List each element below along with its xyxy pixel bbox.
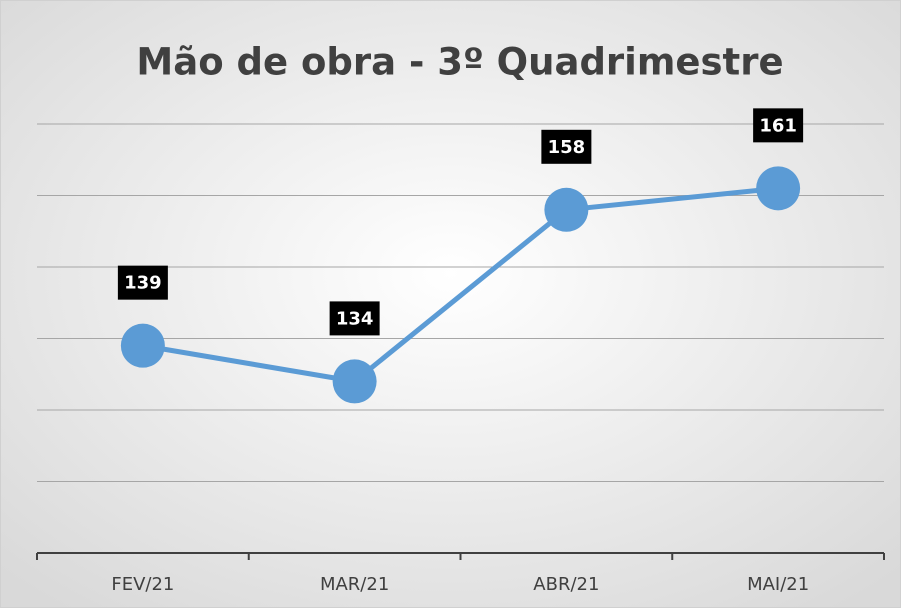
chart-title: Mão de obra - 3º Quadrimestre [136,41,783,84]
x-tick-label: FEV/21 [111,574,174,595]
data-label-box [117,265,168,300]
data-label-box [541,129,592,164]
data-label-box [329,301,380,336]
x-tick-label: MAR/21 [320,574,389,595]
data-point [544,187,589,232]
data-point [756,166,801,211]
data-label: 161 [759,115,797,136]
data-label: 158 [548,137,586,158]
x-tick-label: ABR/21 [533,574,599,595]
x-tick-label: MAI/21 [747,574,809,595]
data-label-box [753,108,804,143]
data-label: 134 [336,308,374,329]
data-label: 139 [124,273,162,294]
data-point [120,323,165,368]
data-point [332,359,377,404]
series-line [142,185,779,384]
